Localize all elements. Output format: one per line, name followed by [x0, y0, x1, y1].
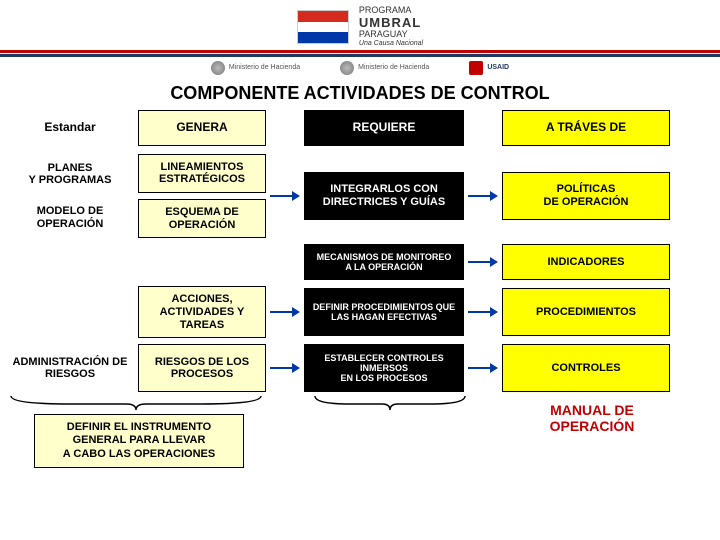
program-logo-text: PROGRAMA UMBRAL PARAGUAY Una Causa Nacio…	[359, 6, 423, 48]
cell-lineamientos: LINEAMIENTOS ESTRATÉGICOS	[138, 154, 266, 193]
row-1-2: PLANES Y PROGRAMAS MODELO DE OPERACIÓN L…	[6, 154, 714, 239]
cell-definir-proc: DEFINIR PROCEDIMIENTOS QUE LAS HAGAN EFE…	[304, 288, 464, 336]
rule-red	[0, 50, 720, 53]
cell-establecer: ESTABLECER CONTROLES INMERSOS EN LOS PRO…	[304, 344, 464, 392]
cell-indicadores: INDICADORES	[502, 244, 670, 280]
sublogos-row: Ministerio de Hacienda Ministerio de Hac…	[0, 57, 720, 77]
cell-planes: PLANES Y PROGRAMAS	[6, 156, 134, 193]
bottom-row: DEFINIR EL INSTRUMENTO GENERAL PARA LLEV…	[0, 398, 720, 468]
header: PROGRAMA UMBRAL PARAGUAY Una Causa Nacio…	[0, 0, 720, 50]
cell-esquema: ESQUEMA DE OPERACIÓN	[138, 199, 266, 238]
header-row: Estandar GENERA REQUIERE A TRÁVES DE	[6, 110, 714, 146]
cell-definir-instrumento: DEFINIR EL INSTRUMENTO GENERAL PARA LLEV…	[34, 414, 244, 468]
arrow-icon	[270, 361, 300, 375]
row-4: ACCIONES, ACTIVIDADES Y TAREAS DEFINIR P…	[6, 286, 714, 338]
cell-admin-riesgos: ADMINISTRACIÓN DE RIESGOS	[6, 350, 134, 387]
cell-riesgos-proc: RIESGOS DE LOS PROCESOS	[138, 344, 266, 392]
header-atraves: A TRÁVES DE	[502, 110, 670, 146]
arrow-icon	[468, 255, 498, 269]
brace-icon	[310, 394, 470, 412]
program-tagline: Una Causa Nacional	[359, 40, 423, 48]
sublogo-3: USAID	[469, 61, 509, 75]
cell-controles: CONTROLES	[502, 344, 670, 392]
arrow-icon	[468, 189, 498, 203]
cell-acciones: ACCIONES, ACTIVIDADES Y TAREAS	[138, 286, 266, 338]
row-3: MECANISMOS DE MONITOREO A LA OPERACIÓN I…	[6, 244, 714, 280]
header-requiere: REQUIERE	[304, 110, 464, 146]
arrow-icon	[468, 361, 498, 375]
program-line3: PARAGUAY	[359, 30, 423, 40]
row-5: ADMINISTRACIÓN DE RIESGOS RIESGOS DE LOS…	[6, 344, 714, 392]
cell-modelo: MODELO DE OPERACIÓN	[6, 199, 134, 236]
paraguay-flag-icon	[297, 10, 349, 44]
cell-procedimientos: PROCEDIMIENTOS	[502, 288, 670, 336]
cell-mecanismos: MECANISMOS DE MONITOREO A LA OPERACIÓN	[304, 244, 464, 280]
header-estandar: Estandar	[6, 110, 134, 146]
brace-icon	[6, 394, 266, 412]
arrow-icon	[270, 305, 300, 319]
cell-integrarlos: INTEGRARLOS CON DIRECTRICES Y GUÍAS	[304, 172, 464, 220]
seal-icon	[211, 61, 225, 75]
diagram-grid: Estandar GENERA REQUIERE A TRÁVES DE PLA…	[0, 110, 720, 392]
sublogo-1: Ministerio de Hacienda	[211, 61, 300, 75]
usaid-icon	[469, 61, 483, 75]
seal-icon	[340, 61, 354, 75]
sublogo-2: Ministerio de Hacienda	[340, 61, 429, 75]
header-genera: GENERA	[138, 110, 266, 146]
cell-politicas: POLÍTICAS DE OPERACIÓN	[502, 172, 670, 220]
arrow-icon	[468, 305, 498, 319]
program-line2: UMBRAL	[359, 16, 423, 30]
manual-label: MANUAL DE OPERACIÓN	[508, 398, 676, 434]
page-title: COMPONENTE ACTIVIDADES DE CONTROL	[0, 77, 720, 110]
arrow-icon	[270, 189, 300, 203]
